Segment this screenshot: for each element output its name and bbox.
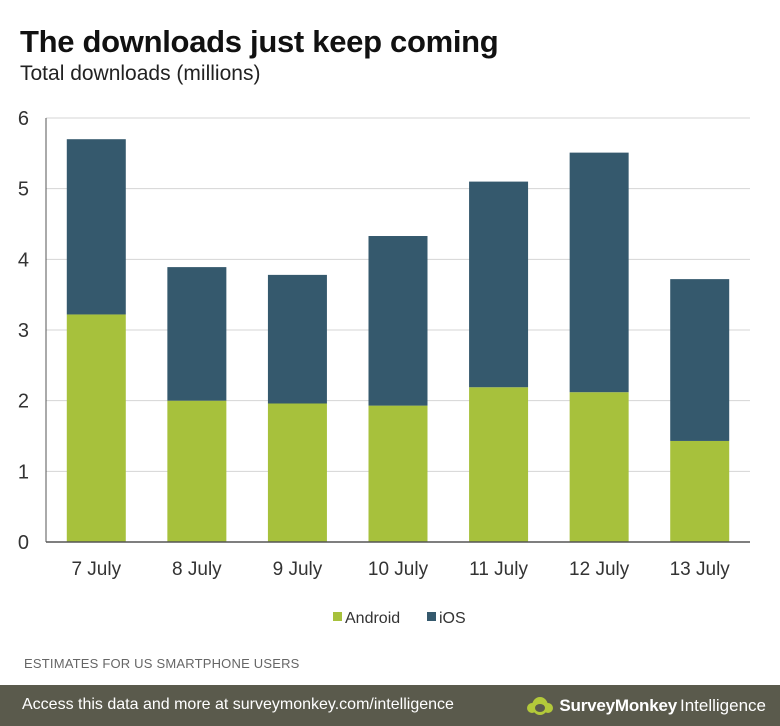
x-tick-label: 7 July (71, 559, 121, 580)
x-tick-label: 10 July (368, 559, 429, 580)
bar-android (66, 314, 126, 542)
y-tick-label: 1 (18, 461, 29, 483)
y-tick-label: 5 (18, 179, 29, 201)
bar-ios (66, 139, 126, 315)
x-tick-label: 11 July (469, 559, 528, 580)
y-tick-label: 3 (18, 320, 29, 342)
bar-ios (569, 152, 629, 393)
bar-ios (670, 279, 730, 441)
bar-android (469, 387, 529, 542)
bar-ios (267, 274, 327, 404)
chart-subtitle: Total downloads (millions) (20, 62, 261, 85)
bar-android (368, 405, 428, 542)
bar-android (267, 403, 327, 542)
y-tick-label: 6 (18, 108, 29, 130)
bar-ios (469, 181, 529, 388)
bar-ios (368, 236, 428, 406)
bar-android (569, 392, 629, 542)
bar-android (167, 400, 227, 542)
footer-link-text[interactable]: Access this data and more at surveymonke… (22, 696, 454, 713)
monkey-logo-icon (527, 697, 554, 715)
legend-swatch-android (333, 612, 342, 621)
chart-title: The downloads just keep coming (20, 24, 499, 59)
footer-bar: Access this data and more at surveymonke… (0, 685, 780, 726)
legend-label-android: Android (345, 610, 400, 627)
y-tick-label: 0 (18, 532, 29, 554)
bar-ios (167, 267, 227, 401)
x-tick-label: 12 July (569, 559, 630, 580)
brand-logo-group: SurveyMonkey Intelligence (527, 693, 766, 719)
stacked-bar-chart: 0 1 2 3 4 5 6 7 July 8 July 9 July 10 July 11 July 1… (18, 108, 750, 627)
footnote: ESTIMATES FOR US SMARTPHONE USERS (24, 656, 300, 671)
brand-sub: Intelligence (679, 696, 766, 715)
brand-name: SurveyMonkey (559, 696, 677, 715)
y-tick-label: 4 (18, 249, 29, 271)
x-tick-label: 9 July (273, 559, 323, 580)
legend-swatch-ios (427, 612, 436, 621)
y-tick-label: 2 (18, 391, 29, 413)
bar-android (670, 440, 730, 542)
x-tick-label: 8 July (172, 559, 222, 580)
legend-label-ios: iOS (439, 610, 466, 627)
x-tick-label: 13 July (670, 559, 731, 580)
